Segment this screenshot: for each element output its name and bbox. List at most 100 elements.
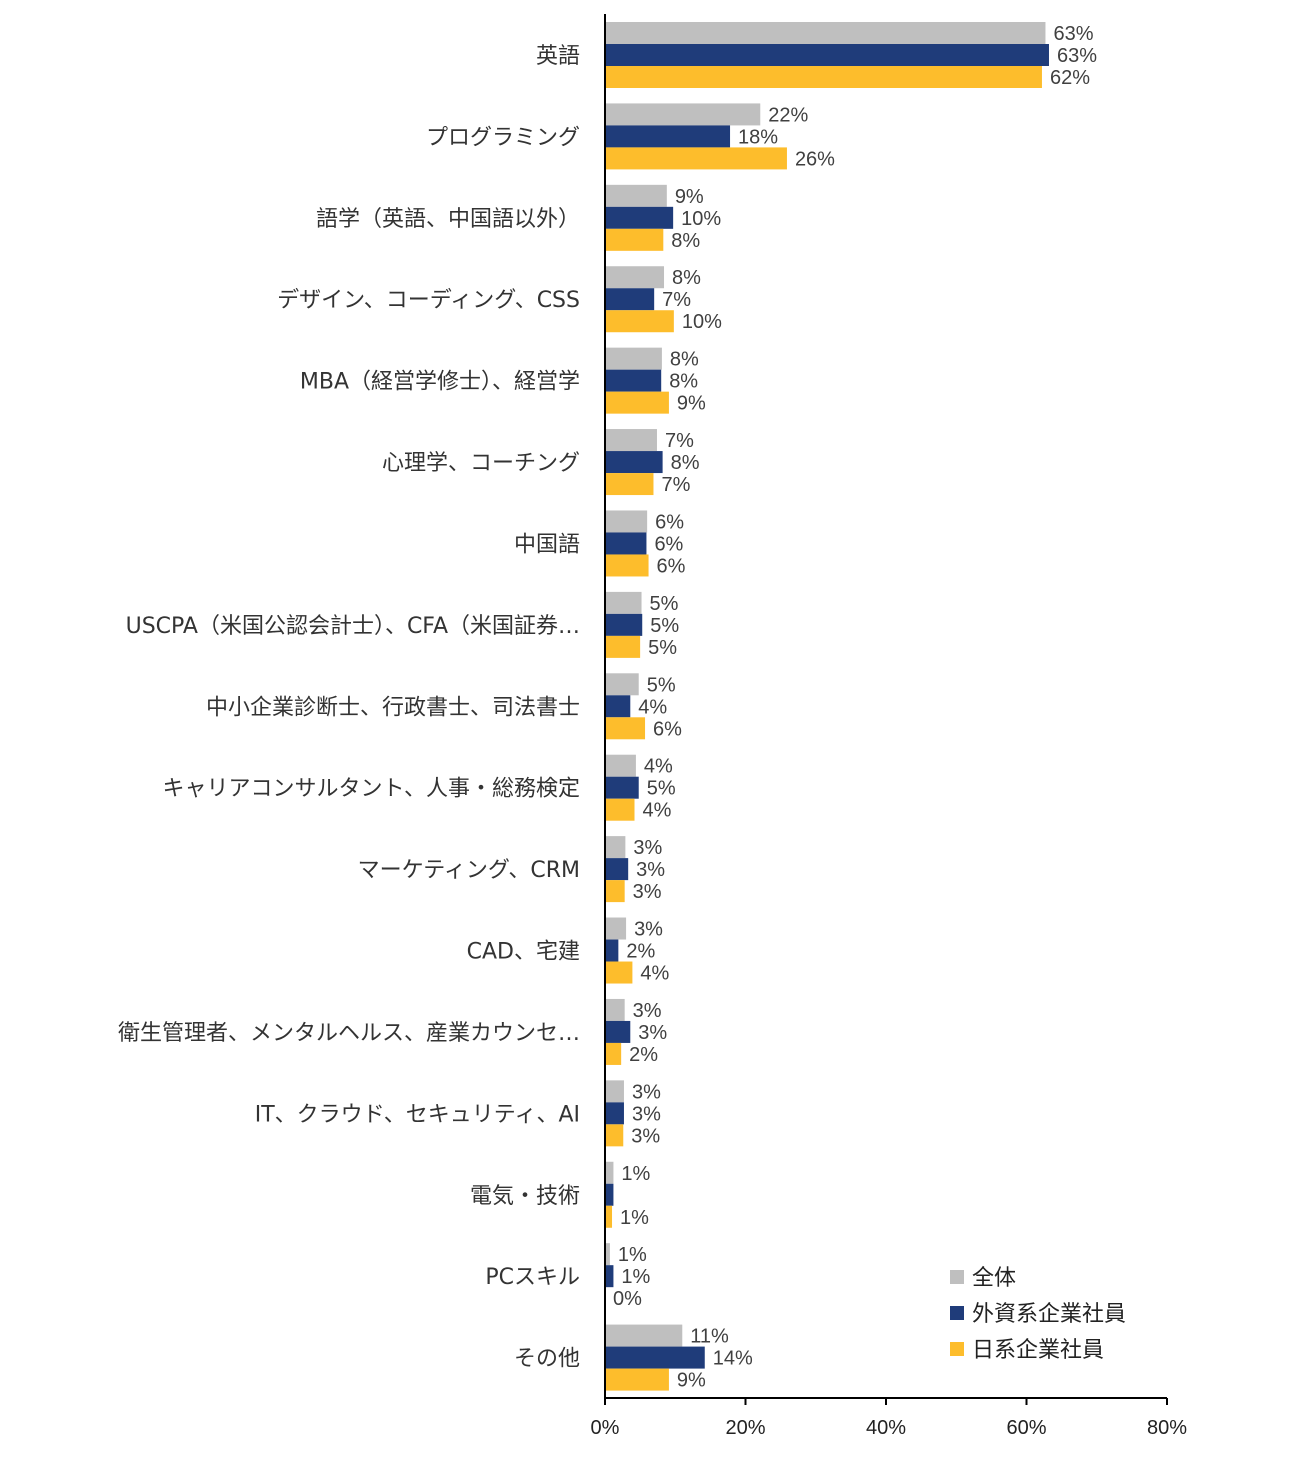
category-label: マーケティング、CRM [358,858,580,883]
bar-japanese [605,635,641,658]
legend-label: 全体 [972,1266,1016,1291]
bar-all [605,510,648,533]
bar-foreign [605,858,629,881]
data-label: 7% [661,474,690,496]
bar-foreign [605,1265,614,1288]
category-label: 語学（英語、中国語以外） [316,207,580,232]
data-label: 8% [670,349,699,371]
bar-japanese [605,961,633,984]
bar-all [605,429,657,452]
data-label: 0% [613,1288,642,1310]
category-label: IT、クラウド、セキュリティ、AI [255,1102,580,1127]
data-label: 5% [648,637,677,659]
bar-japanese [605,717,646,740]
data-label: 6% [657,555,686,577]
category-label: キャリアコンサルタント、人事・総務検定 [162,777,580,802]
bar-all [605,591,642,614]
x-tick-label: 40% [866,1417,906,1439]
bar-all [605,1324,683,1347]
data-label: 11% [690,1326,729,1348]
bar-foreign [605,1102,624,1125]
data-label: 9% [677,1370,706,1392]
x-tick-label: 60% [1006,1417,1046,1439]
bar-japanese [605,310,674,333]
category-label: 英語 [536,44,580,69]
legend-label: 外資系企業社員 [972,1302,1126,1327]
category-label: 衛生管理者、メンタルヘルス、産業カウンセ… [118,1021,580,1046]
x-tick-label: 0% [591,1417,620,1439]
bar-japanese [605,66,1042,88]
data-label: 6% [655,511,684,533]
data-label: 4% [640,963,669,985]
category-label: その他 [514,1347,580,1372]
bar-all [605,1161,614,1184]
bar-all [605,917,627,940]
data-label: 1% [618,1244,647,1266]
category-label: 電気・技術 [470,1184,580,1209]
data-label: 3% [632,1081,661,1103]
bar-japanese [605,1124,624,1147]
bars-group [605,22,1049,1391]
bar-japanese [605,1205,613,1228]
data-label: 22% [768,104,808,126]
bar-foreign [605,288,655,311]
bar-all [605,836,626,859]
data-label: 8% [671,452,700,474]
data-label: 6% [653,718,682,740]
bar-foreign [605,1020,631,1043]
data-label: 1% [621,1163,650,1185]
bar-foreign [605,1346,705,1369]
bar-japanese [605,391,669,414]
data-label: 3% [633,881,662,903]
data-label: 8% [672,267,701,289]
data-label: 6% [654,533,683,555]
data-label: 5% [650,615,679,637]
bar-all [605,22,1046,44]
bar-japanese [605,1368,669,1391]
bar-all [605,347,662,370]
bar-japanese [605,798,635,821]
bar-japanese [605,147,787,170]
legend-swatch [950,1342,964,1356]
data-label: 10% [681,208,721,230]
data-label: 1% [621,1266,650,1288]
bar-japanese [605,473,654,496]
bar-foreign [605,125,731,148]
legend-label: 日系企業社員 [972,1338,1104,1363]
bar-japanese [605,880,625,903]
category-label: MBA（経営学修士）、経営学 [300,370,580,395]
bar-all [605,184,667,207]
data-label: 10% [682,311,722,333]
bar-all [605,754,636,777]
bar-foreign [605,776,639,799]
data-label: 63% [1057,45,1097,67]
x-tick-label: 80% [1147,1417,1187,1439]
data-label: 18% [738,126,778,148]
data-label: 2% [626,941,655,963]
data-label: 7% [665,430,694,452]
bar-all [605,1080,624,1103]
data-label: 9% [677,393,706,415]
bar-foreign [605,1183,614,1206]
data-label: 62% [1050,67,1090,89]
bar-foreign [605,532,647,555]
axes-group: 0% 20% 40% 60% 80% [591,14,1187,1439]
data-label: 9% [675,186,704,208]
data-label: 7% [662,289,691,311]
legend-swatch [950,1306,964,1320]
category-label: デザイン、コーディング、CSS [277,288,580,313]
category-label: PCスキル [485,1265,580,1290]
bar-japanese [605,228,664,251]
data-label: 8% [669,371,698,393]
bar-foreign [605,369,662,392]
bar-foreign [605,613,643,636]
bar-all [605,998,625,1021]
data-label: 14% [713,1348,753,1370]
x-tick-label: 20% [725,1417,765,1439]
data-label: 8% [671,230,700,252]
bar-foreign [605,451,663,474]
bar-foreign [605,206,674,229]
